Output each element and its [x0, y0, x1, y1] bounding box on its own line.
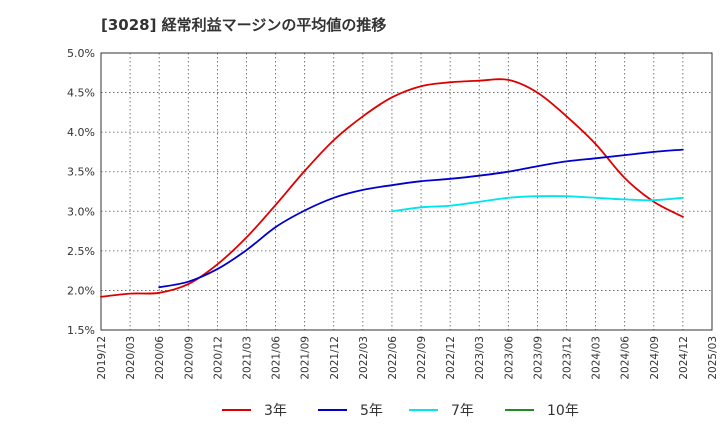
- plot-frame: [100, 52, 713, 331]
- x-tick-label: 2020/09: [183, 336, 195, 380]
- axes: 1.5% 2.0% 2.5% 3.0% 3.5% 4.0% 4.5% 5.0% 2019/12 2…: [67, 47, 719, 380]
- x-tick-label: 2024/12: [678, 336, 690, 380]
- x-tick-label: 2023/09: [532, 336, 544, 380]
- y-tick-label: 1.5%: [67, 324, 95, 337]
- x-tick-label: 2020/03: [125, 336, 137, 380]
- x-tick-label: 2019/12: [96, 336, 108, 380]
- x-tick-label: 2024/06: [620, 336, 632, 380]
- x-tick-label: 2021/03: [241, 336, 253, 380]
- x-tick-label: 2024/09: [649, 336, 661, 380]
- y-tick-label: 4.0%: [67, 126, 95, 139]
- x-tick-label: 2022/09: [416, 336, 428, 380]
- x-tick-label: 2022/03: [358, 336, 370, 380]
- series-lines: [100, 78, 684, 298]
- legend-label: 5年: [360, 403, 383, 419]
- legend-label: 7年: [451, 403, 474, 419]
- series-line-7年: [391, 195, 684, 213]
- x-tick-label: 2023/03: [474, 336, 486, 380]
- legend-label: 10年: [547, 403, 579, 419]
- y-tick-label: 2.5%: [67, 245, 95, 258]
- x-tick-label: 2023/06: [503, 336, 515, 380]
- x-tick-label: 2022/06: [387, 336, 399, 380]
- x-tick-label: 2023/12: [562, 336, 574, 380]
- series-line-5年: [158, 148, 684, 289]
- y-tick-label: 4.5%: [67, 87, 95, 100]
- x-tick-label: 2021/09: [300, 336, 312, 380]
- x-tick-label: 2024/03: [591, 336, 603, 380]
- y-tick-label: 3.0%: [67, 205, 95, 218]
- x-tick-label: 2025/03: [707, 336, 719, 380]
- chart-title: [3028] 経常利益マージンの平均値の推移: [101, 16, 387, 34]
- y-tick-label: 3.5%: [67, 166, 95, 179]
- legend: 3年 5年 7年 10年: [222, 403, 579, 419]
- x-tick-label: 2020/12: [212, 336, 224, 380]
- y-tick-label: 2.0%: [67, 284, 95, 297]
- y-tick-label: 5.0%: [67, 47, 95, 60]
- legend-label: 3年: [264, 403, 287, 419]
- x-tick-label: 2021/12: [329, 336, 341, 380]
- series-line-3年: [100, 78, 684, 298]
- grid-lines: [100, 52, 713, 331]
- x-tick-label: 2020/06: [154, 336, 166, 380]
- x-tick-label: 2021/06: [271, 336, 283, 380]
- x-tick-label: 2022/12: [445, 336, 457, 380]
